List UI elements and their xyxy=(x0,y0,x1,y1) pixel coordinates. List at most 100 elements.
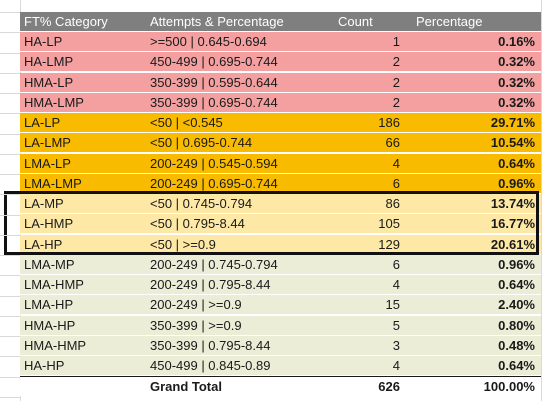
grid-row-line xyxy=(0,275,20,276)
row-category-cell[interactable]: HMA-HMP xyxy=(24,336,146,356)
row-count-cell[interactable]: 186 xyxy=(338,113,400,133)
row-category-cell[interactable]: LMA-HMP xyxy=(24,275,146,295)
row-percentage-cell[interactable]: 20.61% xyxy=(413,235,535,255)
row-percentage-cell[interactable]: 2.40% xyxy=(413,295,535,315)
grid-row-line xyxy=(0,316,20,317)
row-category-cell[interactable]: LA-LP xyxy=(24,113,146,133)
row-count-cell[interactable]: 2 xyxy=(338,93,400,113)
row-category-cell[interactable]: LA-HMP xyxy=(24,214,146,234)
grand-total-label[interactable]: Grand Total xyxy=(150,377,350,397)
row-attempts-cell[interactable]: 350-399 | 0.695-0.744 xyxy=(150,93,350,113)
grid-row-line xyxy=(0,32,20,33)
row-category-cell[interactable]: LA-LMP xyxy=(24,133,146,153)
row-count-cell[interactable]: 3 xyxy=(338,336,400,356)
row-count-cell[interactable]: 4 xyxy=(338,356,400,376)
row-category-cell[interactable]: HMA-LMP xyxy=(24,93,146,113)
row-percentage-cell[interactable]: 0.16% xyxy=(413,32,535,52)
row-category-cell[interactable]: LMA-LMP xyxy=(24,174,146,194)
row-category-cell[interactable]: HMA-HP xyxy=(24,316,146,336)
row-category-cell[interactable]: LMA-LP xyxy=(24,154,146,174)
row-count-cell[interactable]: 15 xyxy=(338,295,400,315)
row-percentage-cell[interactable]: 16.77% xyxy=(413,214,535,234)
row-count-cell[interactable]: 1 xyxy=(338,32,400,52)
row-count-cell[interactable]: 4 xyxy=(338,275,400,295)
row-category-cell[interactable]: LMA-HP xyxy=(24,295,146,315)
table-row: HA-HP 450-499 | 0.845-0.89 4 0.64% xyxy=(20,356,541,376)
grid-row-line xyxy=(0,356,20,357)
row-attempts-cell[interactable]: 350-399 | >=0.9 xyxy=(150,316,350,336)
grid-row-line xyxy=(0,397,20,398)
table-row: LA-LP <50 | <0.545 186 29.71% xyxy=(20,113,541,133)
grid-row-line xyxy=(0,377,20,378)
grand-total-percentage[interactable]: 100.00% xyxy=(413,377,535,397)
row-category-cell[interactable]: LMA-MP xyxy=(24,255,146,275)
row-category-cell[interactable]: HA-LP xyxy=(24,32,146,52)
row-count-cell[interactable]: 2 xyxy=(338,73,400,93)
table-row: LMA-HP 200-249 | >=0.9 15 2.40% xyxy=(20,295,541,315)
grand-total-row: Grand Total 626 100.00% xyxy=(20,376,541,396)
row-percentage-cell[interactable]: 0.96% xyxy=(413,255,535,275)
row-percentage-cell[interactable]: 0.64% xyxy=(413,154,535,174)
row-category-cell[interactable]: HA-HP xyxy=(24,356,146,376)
row-attempts-cell[interactable]: 350-399 | 0.595-0.644 xyxy=(150,73,350,93)
row-percentage-cell[interactable]: 0.32% xyxy=(413,93,535,113)
row-attempts-cell[interactable]: >=500 | 0.645-0.694 xyxy=(150,32,350,52)
grand-total-count[interactable]: 626 xyxy=(338,377,400,397)
row-percentage-cell[interactable]: 0.64% xyxy=(413,356,535,376)
row-attempts-cell[interactable]: 450-499 | 0.695-0.744 xyxy=(150,52,350,72)
row-count-cell[interactable]: 6 xyxy=(338,255,400,275)
grid-row-line xyxy=(0,12,20,13)
row-percentage-cell[interactable]: 0.96% xyxy=(413,174,535,194)
row-count-cell[interactable]: 2 xyxy=(338,52,400,72)
grid-row-line xyxy=(0,215,20,216)
row-percentage-cell[interactable]: 0.48% xyxy=(413,336,535,356)
row-category-cell[interactable]: LA-MP xyxy=(24,194,146,214)
row-percentage-cell[interactable]: 0.32% xyxy=(413,73,535,93)
row-category-cell[interactable]: HMA-LP xyxy=(24,73,146,93)
row-category-cell[interactable]: HA-LMP xyxy=(24,52,146,72)
row-count-cell[interactable]: 6 xyxy=(338,174,400,194)
row-attempts-cell[interactable]: 200-249 | 0.745-0.794 xyxy=(150,255,350,275)
header-attempts[interactable]: Attempts & Percentage xyxy=(150,12,350,32)
grid-row-line xyxy=(0,134,20,135)
grid-row-line xyxy=(0,255,20,256)
row-count-cell[interactable]: 66 xyxy=(338,133,400,153)
row-percentage-cell[interactable]: 13.74% xyxy=(413,194,535,214)
row-percentage-cell[interactable]: 0.64% xyxy=(413,275,535,295)
row-attempts-cell[interactable]: 450-499 | 0.845-0.89 xyxy=(150,356,350,376)
row-count-cell[interactable]: 129 xyxy=(338,235,400,255)
row-attempts-cell[interactable]: <50 | >=0.9 xyxy=(150,235,350,255)
row-attempts-cell[interactable]: <50 | 0.745-0.794 xyxy=(150,194,350,214)
row-count-cell[interactable]: 5 xyxy=(338,316,400,336)
table-row: HMA-HP 350-399 | >=0.9 5 0.80% xyxy=(20,316,541,336)
header-count[interactable]: Count xyxy=(338,12,400,32)
table-row: LA-MP <50 | 0.745-0.794 86 13.74% xyxy=(20,194,541,214)
table-row: LA-HP <50 | >=0.9 129 20.61% xyxy=(20,235,541,255)
row-attempts-cell[interactable]: <50 | 0.795-8.44 xyxy=(150,214,350,234)
header-category[interactable]: FT% Category xyxy=(24,12,146,32)
row-percentage-cell[interactable]: 10.54% xyxy=(413,133,535,153)
row-percentage-cell[interactable]: 0.80% xyxy=(413,316,535,336)
row-percentage-cell[interactable]: 0.32% xyxy=(413,52,535,72)
row-attempts-cell[interactable]: <50 | 0.695-0.744 xyxy=(150,133,350,153)
grid-row-line xyxy=(0,113,20,114)
table-row: LA-HMP <50 | 0.795-8.44 105 16.77% xyxy=(20,214,541,234)
row-attempts-cell[interactable]: 350-399 | 0.795-8.44 xyxy=(150,336,350,356)
grid-row-line xyxy=(0,93,20,94)
row-count-cell[interactable]: 105 xyxy=(338,214,400,234)
row-percentage-cell[interactable]: 29.71% xyxy=(413,113,535,133)
row-attempts-cell[interactable]: 200-249 | 0.795-8.44 xyxy=(150,275,350,295)
row-attempts-cell[interactable]: 200-249 | 0.545-0.594 xyxy=(150,154,350,174)
header-percentage[interactable]: Percentage xyxy=(416,12,538,32)
row-attempts-cell[interactable]: 200-249 | 0.695-0.744 xyxy=(150,174,350,194)
grid-row-line xyxy=(0,194,20,195)
row-count-cell[interactable]: 4 xyxy=(338,154,400,174)
row-attempts-cell[interactable]: 200-249 | >=0.9 xyxy=(150,295,350,315)
row-attempts-cell[interactable]: <50 | <0.545 xyxy=(150,113,350,133)
grid-column-line-right xyxy=(541,0,542,401)
table-row: HA-LMP 450-499 | 0.695-0.744 2 0.32% xyxy=(20,52,541,72)
table-row: LMA-LMP 200-249 | 0.695-0.744 6 0.96% xyxy=(20,174,541,194)
row-count-cell[interactable]: 86 xyxy=(338,194,400,214)
row-category-cell[interactable]: LA-HP xyxy=(24,235,146,255)
